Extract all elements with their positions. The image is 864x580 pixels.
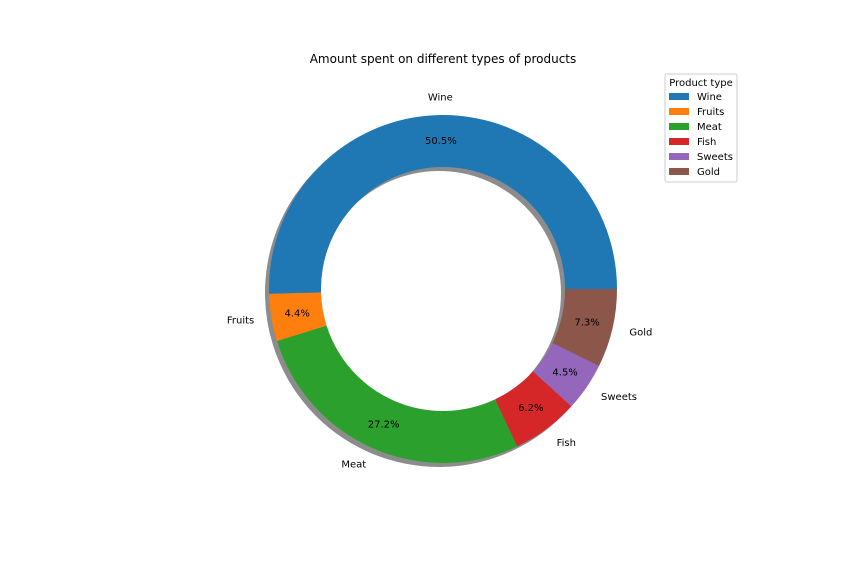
wedge-sweets	[533, 342, 600, 407]
category-label-fruits: Fruits	[227, 316, 254, 327]
legend-swatch-fish	[669, 138, 689, 145]
wedge-meat	[277, 325, 518, 463]
legend-label-sweets: Sweets	[697, 152, 733, 163]
percent-label-meat: 27.2%	[368, 419, 400, 430]
legend-swatch-wine	[669, 93, 689, 100]
legend-label-wine: Wine	[697, 92, 722, 103]
percent-label-fruits: 4.4%	[284, 308, 309, 319]
wedge-wine	[269, 115, 617, 294]
legend-swatch-meat	[669, 123, 689, 130]
category-label-wine: Wine	[428, 93, 453, 104]
pie-wedges	[269, 115, 617, 463]
chart-title: Amount spent on different types of produ…	[310, 52, 577, 66]
percent-label-wine: 50.5%	[425, 136, 457, 147]
legend-swatch-gold	[669, 168, 689, 175]
legend-label-fruits: Fruits	[697, 107, 724, 118]
legend-items: Wine Fruits Meat Fish Sweets Gold	[669, 92, 733, 178]
percent-label-fish: 6.2%	[518, 403, 543, 414]
wedge-fish	[495, 371, 572, 447]
percent-label-sweets: 4.5%	[552, 367, 577, 378]
category-label-fish: Fish	[557, 438, 576, 449]
percent-label-gold: 7.3%	[574, 318, 599, 329]
category-label-gold: Gold	[629, 327, 652, 338]
legend-swatch-sweets	[669, 153, 689, 160]
category-label-meat: Meat	[341, 459, 366, 470]
legend-title: Product type	[669, 78, 733, 89]
category-label-sweets: Sweets	[601, 392, 637, 403]
wedge-gold	[552, 289, 617, 366]
legend-label-meat: Meat	[697, 122, 722, 133]
wedge-fruits	[269, 292, 327, 342]
legend: Product type Wine Fruits Meat Fish Sweets Gol…	[664, 73, 738, 183]
legend-label-gold: Gold	[697, 167, 720, 178]
pie-labels: Wine 50.5% Fruits 4.4% Meat 27.2% Fish 6.2% Swee…	[227, 93, 653, 471]
legend-swatch-fruits	[669, 108, 689, 115]
legend-label-fish: Fish	[697, 137, 716, 148]
